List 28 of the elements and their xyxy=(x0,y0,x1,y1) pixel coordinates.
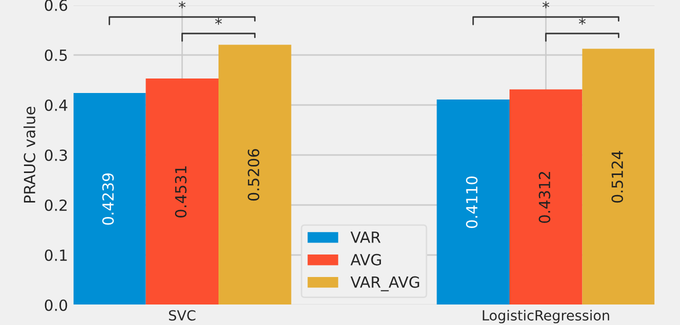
y-tick-label: 0.2 xyxy=(44,199,67,212)
bar xyxy=(218,44,292,305)
annotation: * xyxy=(215,18,222,25)
data-label: 0.4239 xyxy=(102,173,114,225)
legend-label: VAR xyxy=(350,232,381,243)
annotation: * xyxy=(178,1,186,8)
bar xyxy=(436,100,510,305)
y-tick-label: 0.4 xyxy=(44,99,68,112)
data-label: 0.5124 xyxy=(612,151,624,203)
bar xyxy=(582,48,655,305)
y-tick-label: 0.5 xyxy=(44,49,67,62)
x-tick-label: LogisticRegression xyxy=(482,310,610,324)
data-label: 0.5206 xyxy=(248,149,260,201)
y-tick-label: 0.3 xyxy=(44,149,67,162)
bar xyxy=(146,78,218,305)
annotation: * xyxy=(578,18,586,25)
x-tick-label: SVC xyxy=(169,310,196,321)
legend-label: VAR_AVG xyxy=(350,276,420,292)
bar xyxy=(73,93,146,305)
legend-label: AVG xyxy=(350,254,381,266)
annotation: * xyxy=(542,1,550,8)
data-label: 0.4531 xyxy=(175,166,187,218)
data-label: 0.4110 xyxy=(466,176,478,228)
bar xyxy=(510,89,582,305)
data-label: 0.4312 xyxy=(538,172,550,223)
y-axis-title: PRAUC value xyxy=(24,106,36,203)
y-tick-label: 0.0 xyxy=(44,299,68,312)
y-tick-label: 0.1 xyxy=(44,249,67,262)
